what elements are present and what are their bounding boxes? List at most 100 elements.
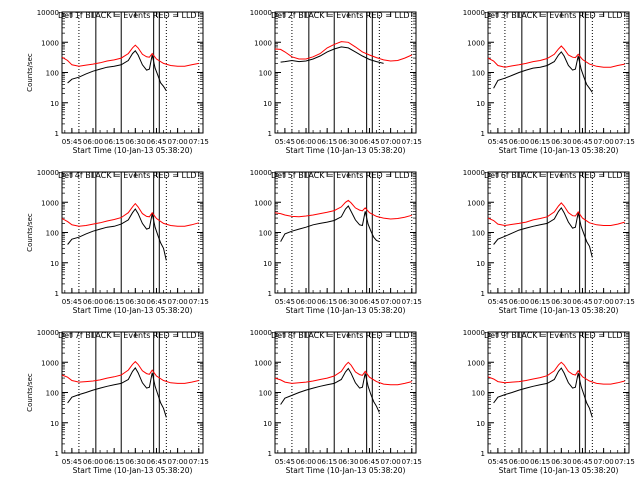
x-tick-label: 06:00	[509, 138, 529, 146]
x-tick-label: 07:15	[189, 138, 209, 146]
plot-title: Det 3f BLACK = Events RED = LLD	[484, 11, 623, 20]
x-tick-label: 06:15	[317, 138, 337, 146]
y-tick-label: 10000	[37, 169, 59, 177]
detector-plot: 1 10 100 1000 10000 05:45 06:00 06:15 06:30 06:45…	[250, 9, 422, 155]
detector-plot: 1 10 100 1000 10000 05:45 06:00 06:15 06:30 06:45…	[463, 329, 635, 475]
lld-series-line	[487, 45, 625, 68]
y-tick-label: 10000	[250, 169, 272, 177]
x-tick-label: 06:00	[296, 138, 316, 146]
y-tick-label: 10	[263, 420, 272, 428]
x-axis-label: Start Time (10-Jan-13 05:38:20)	[286, 146, 406, 155]
y-tick-label: 10	[50, 260, 59, 268]
detector-plot: 1 10 100 1000 10000 05:45 06:00 06:15 06:30 06:45…	[250, 169, 422, 315]
plot-title: Det 5f BLACK = Events RED = LLD	[271, 171, 410, 180]
x-tick-label: 07:15	[402, 458, 422, 466]
x-tick-label: 06:30	[551, 298, 571, 306]
plot-title: Det 4f BLACK = Events RED = LLD	[58, 171, 197, 180]
y-tick-label: 1000	[467, 39, 485, 47]
x-tick-label: 07:15	[189, 458, 209, 466]
y-tick-label: 1000	[41, 39, 59, 47]
x-tick-label: 05:45	[488, 138, 508, 146]
x-tick-label: 07:00	[381, 298, 401, 306]
plot-title: Det 1f BLACK = Events RED = LLD	[58, 11, 197, 20]
x-tick-label: 06:30	[551, 458, 571, 466]
x-tick-label: 06:30	[338, 298, 358, 306]
x-tick-label: 06:45	[359, 138, 379, 146]
x-axis-label: Start Time (10-Jan-13 05:38:20)	[499, 306, 619, 315]
x-tick-label: 06:45	[572, 458, 592, 466]
x-axis-label: Start Time (10-Jan-13 05:38:20)	[73, 146, 193, 155]
y-axis-label: Counts/sec	[26, 373, 34, 412]
y-tick-label: 1000	[467, 359, 485, 367]
y-tick-label: 1	[481, 450, 485, 458]
y-tick-label: 100	[46, 230, 59, 238]
x-tick-label: 06:00	[509, 298, 529, 306]
plot-frame	[274, 331, 417, 454]
lld-series-line	[61, 360, 199, 384]
detector-plot: 1 10 100 1000 10000 05:45 06:00 06:15 06:30 06:45…	[26, 169, 209, 315]
y-tick-label: 100	[472, 390, 485, 398]
y-tick-label: 10000	[250, 9, 272, 17]
x-tick-label: 07:00	[168, 138, 188, 146]
x-tick-label: 06:00	[83, 458, 103, 466]
lld-series-line	[274, 361, 412, 386]
x-tick-label: 07:00	[594, 458, 614, 466]
plot-title: Det 2f BLACK = Events RED = LLD	[271, 11, 410, 20]
x-tick-label: 07:15	[615, 298, 635, 306]
y-tick-label: 1	[268, 450, 272, 458]
x-tick-label: 06:15	[530, 458, 550, 466]
y-axis-label: Counts/sec	[26, 213, 34, 252]
y-tick-label: 10000	[250, 329, 272, 337]
y-tick-label: 100	[46, 70, 59, 78]
events-series-line	[67, 50, 167, 91]
y-tick-label: 10	[476, 260, 485, 268]
lld-series-line	[487, 361, 625, 385]
y-tick-label: 100	[46, 390, 59, 398]
y-tick-label: 1	[55, 130, 59, 138]
x-tick-label: 07:00	[594, 138, 614, 146]
y-tick-label: 10000	[463, 169, 485, 177]
x-tick-label: 06:45	[359, 458, 379, 466]
x-tick-label: 07:00	[594, 298, 614, 306]
x-tick-label: 06:00	[296, 298, 316, 306]
y-tick-label: 100	[472, 70, 485, 78]
x-tick-label: 06:45	[146, 298, 166, 306]
x-tick-label: 07:00	[381, 138, 401, 146]
plot-frame	[487, 331, 630, 454]
events-series-line	[280, 367, 380, 413]
x-tick-label: 07:15	[402, 138, 422, 146]
y-tick-label: 1	[268, 290, 272, 298]
x-tick-label: 06:30	[125, 138, 145, 146]
events-series-line	[493, 367, 593, 418]
x-tick-label: 05:45	[62, 298, 82, 306]
x-tick-label: 06:15	[104, 298, 124, 306]
y-tick-label: 1000	[41, 359, 59, 367]
lld-series-line	[487, 202, 625, 227]
plot-title: Det 9f BLACK = Events RED = LLD	[484, 331, 623, 340]
x-axis-label: Start Time (10-Jan-13 05:38:20)	[286, 306, 406, 315]
events-series-line	[280, 46, 384, 64]
x-tick-label: 05:45	[488, 298, 508, 306]
x-tick-label: 06:45	[572, 298, 592, 306]
x-tick-label: 07:15	[615, 458, 635, 466]
x-axis-label: Start Time (10-Jan-13 05:38:20)	[499, 466, 619, 475]
y-tick-label: 10000	[37, 9, 59, 17]
plot-frame	[487, 11, 630, 134]
plot-frame	[61, 171, 204, 294]
y-tick-label: 1	[481, 290, 485, 298]
x-tick-label: 06:30	[125, 298, 145, 306]
x-tick-label: 07:00	[168, 298, 188, 306]
y-axis-label: Counts/sec	[26, 53, 34, 92]
y-tick-label: 1000	[254, 359, 272, 367]
y-tick-label: 1000	[254, 39, 272, 47]
x-tick-label: 05:45	[275, 298, 295, 306]
y-tick-label: 100	[472, 230, 485, 238]
x-tick-label: 05:45	[62, 458, 82, 466]
x-axis-label: Start Time (10-Jan-13 05:38:20)	[73, 306, 193, 315]
x-tick-label: 06:30	[338, 138, 358, 146]
events-series-line	[493, 51, 593, 93]
x-tick-label: 06:30	[551, 138, 571, 146]
y-tick-label: 100	[259, 230, 272, 238]
y-tick-label: 1000	[254, 199, 272, 207]
lld-series-line	[274, 199, 412, 220]
